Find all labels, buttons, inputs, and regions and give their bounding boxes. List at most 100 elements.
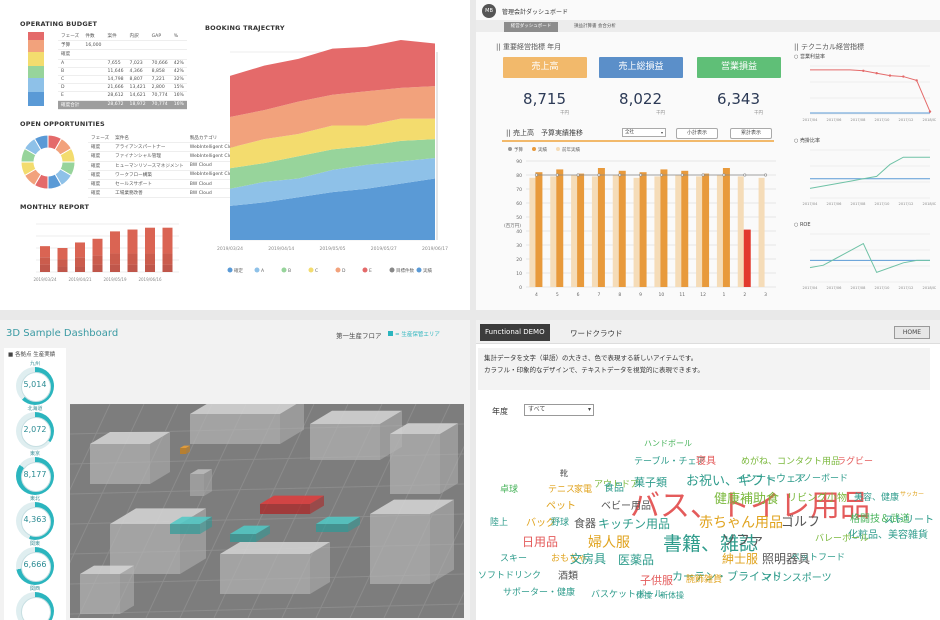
- cloud-word[interactable]: 照明器具: [762, 552, 811, 566]
- budget-point: [680, 173, 684, 177]
- area-series: [230, 118, 435, 169]
- cloud-word[interactable]: 腕飾雑貨: [686, 575, 723, 585]
- monthly-bar: [162, 264, 173, 272]
- cloud-word[interactable]: テニス: [548, 485, 576, 495]
- cloud-word[interactable]: 食器: [574, 517, 596, 530]
- cloud-word[interactable]: 家電: [574, 485, 593, 495]
- cloud-word[interactable]: 格闘技＆武道: [850, 514, 910, 525]
- tab-dashboard[interactable]: 経営ダッシュボード: [504, 22, 558, 32]
- cloud-word[interactable]: おもちゃ: [551, 554, 588, 564]
- cloud-word[interactable]: ソフトドリンク: [478, 571, 542, 581]
- cloud-word[interactable]: ベビー用品: [601, 501, 651, 512]
- cloud-word[interactable]: 陸上: [490, 518, 509, 528]
- cloud-word[interactable]: 卓球: [500, 485, 519, 495]
- cloud-word[interactable]: バスケットボール: [591, 590, 664, 600]
- cloud-word[interactable]: 美容、健康: [854, 493, 900, 503]
- actual-bar: [639, 172, 647, 287]
- cumulative-button[interactable]: 累計表示: [730, 128, 772, 139]
- y-tick-label: 0: [519, 285, 522, 291]
- word-cloud-tab[interactable]: ワードクラウド: [570, 329, 623, 338]
- building-side: [440, 423, 458, 494]
- cloud-word[interactable]: バッグ: [526, 518, 556, 529]
- cloud-word[interactable]: スキー: [500, 554, 528, 564]
- cloud-word[interactable]: スノーボード: [794, 474, 849, 484]
- x-tick-label: 9: [639, 292, 642, 298]
- budget-cell: 14,798: [104, 75, 127, 85]
- budget-cell: 11,646: [104, 67, 127, 76]
- indicator-point: [875, 72, 878, 75]
- factory-3d-view[interactable]: [70, 404, 464, 618]
- opportunities-donut: [20, 134, 76, 190]
- cloud-word[interactable]: ストリート: [884, 515, 934, 526]
- cloud-word[interactable]: リビング小物: [787, 493, 847, 504]
- bar-title-label: 売上高 予算実績推移: [512, 129, 583, 137]
- x-tick-label: 3: [764, 292, 767, 298]
- cloud-word[interactable]: 婦人服: [588, 535, 630, 551]
- x-tick-label: 2017/12: [899, 286, 914, 290]
- cloud-word[interactable]: 文房具: [570, 552, 607, 566]
- cloud-word[interactable]: ソファ: [722, 533, 764, 549]
- cloud-word[interactable]: 酒類: [558, 571, 578, 582]
- budget-cell: [82, 75, 105, 85]
- cloud-word[interactable]: テーブル・チェア: [634, 457, 706, 467]
- subtotal-button[interactable]: 小計表示: [676, 128, 718, 139]
- company-select[interactable]: 全社 ▾: [622, 128, 666, 137]
- cloud-word[interactable]: サッカー: [900, 491, 925, 498]
- budget-cell: 13,421: [126, 83, 149, 93]
- cloud-word[interactable]: ラグビー: [837, 457, 874, 467]
- cloud-word[interactable]: 健康補助食: [714, 492, 780, 507]
- actual-bar: [743, 229, 751, 287]
- cloud-word[interactable]: 寝具: [696, 456, 716, 467]
- kpi-gross-label: 売上総損益: [618, 62, 664, 72]
- cloud-word[interactable]: 体操・新体操: [636, 591, 684, 600]
- cloud-word[interactable]: カーテン・ブラインド: [672, 570, 782, 583]
- cloud-word[interactable]: バレーボール: [815, 534, 870, 544]
- legend-swatch: [335, 267, 341, 273]
- cloud-word[interactable]: 医薬品: [618, 553, 655, 567]
- year-select[interactable]: すべて ▾: [524, 404, 594, 416]
- home-button[interactable]: HOME: [894, 326, 930, 339]
- functional-demo-tab[interactable]: Functional DEMO: [480, 324, 550, 341]
- floor-label: 第一生産フロア: [336, 332, 382, 340]
- floor-grid: [70, 603, 464, 615]
- cloud-word[interactable]: 赤ちゃん用品: [699, 515, 783, 531]
- cloud-word[interactable]: ハンドボール: [644, 439, 692, 448]
- cloud-word[interactable]: 菓子類: [634, 476, 667, 489]
- cloud-word[interactable]: マリンスポーツ: [762, 573, 832, 584]
- table-row: 予算 16,000: [58, 40, 187, 51]
- budget-cell: 70,774: [148, 91, 171, 101]
- cloud-word[interactable]: ペットフード: [791, 553, 846, 563]
- cloud-word[interactable]: 紳士服: [722, 552, 759, 566]
- cloud-word[interactable]: 食品: [604, 483, 624, 494]
- cloud-word[interactable]: めがね、コンタクト用品: [741, 457, 841, 467]
- monthly-bar: [145, 264, 155, 272]
- budget-point: [764, 173, 768, 177]
- cloud-word[interactable]: 日用品: [522, 535, 559, 549]
- cloud-word[interactable]: サポーター・健康: [503, 588, 576, 598]
- year-label: 年度: [492, 407, 508, 416]
- cloud-word[interactable]: ゴルフ: [781, 515, 821, 530]
- cloud-word[interactable]: 化粧品、美容雑貨: [848, 530, 928, 541]
- monthly-bar: [127, 264, 138, 272]
- x-tick-label: 10: [659, 292, 665, 298]
- cloud-word[interactable]: お祝い、ギフト: [686, 474, 778, 489]
- cloud-word[interactable]: 野球: [551, 518, 570, 528]
- budget-point: [701, 173, 705, 177]
- cloud-word[interactable]: ペット: [546, 501, 576, 512]
- cloud-word[interactable]: バス、トイレ用品: [630, 489, 870, 524]
- cloud-word[interactable]: インナーウェア: [736, 474, 806, 485]
- building-side: [150, 432, 170, 484]
- monthly-bar: [57, 248, 68, 260]
- cloud-word[interactable]: 書籍、雑誌: [663, 533, 759, 555]
- monthly-title: MONTHLY REPORT: [20, 203, 90, 211]
- x-tick-label: 2017/10: [875, 118, 891, 122]
- x-tick-label: 6: [577, 292, 580, 298]
- cloud-word[interactable]: 子供服: [640, 574, 673, 587]
- x-tick-label: 2017/04: [803, 202, 819, 206]
- cloud-word[interactable]: キッチン用品: [598, 517, 671, 531]
- cloud-word[interactable]: 靴: [560, 469, 568, 478]
- kpi-sales-unit: 千円: [560, 111, 569, 116]
- tab-pl[interactable]: 損益計算書 会合分析: [574, 24, 616, 29]
- cloud-word[interactable]: アウトドア: [594, 480, 640, 490]
- production-panel: ■ 各拠点 生産実績 九州 5,014 北海道 2,072 東京 8,177 東北 4,363…: [4, 348, 66, 620]
